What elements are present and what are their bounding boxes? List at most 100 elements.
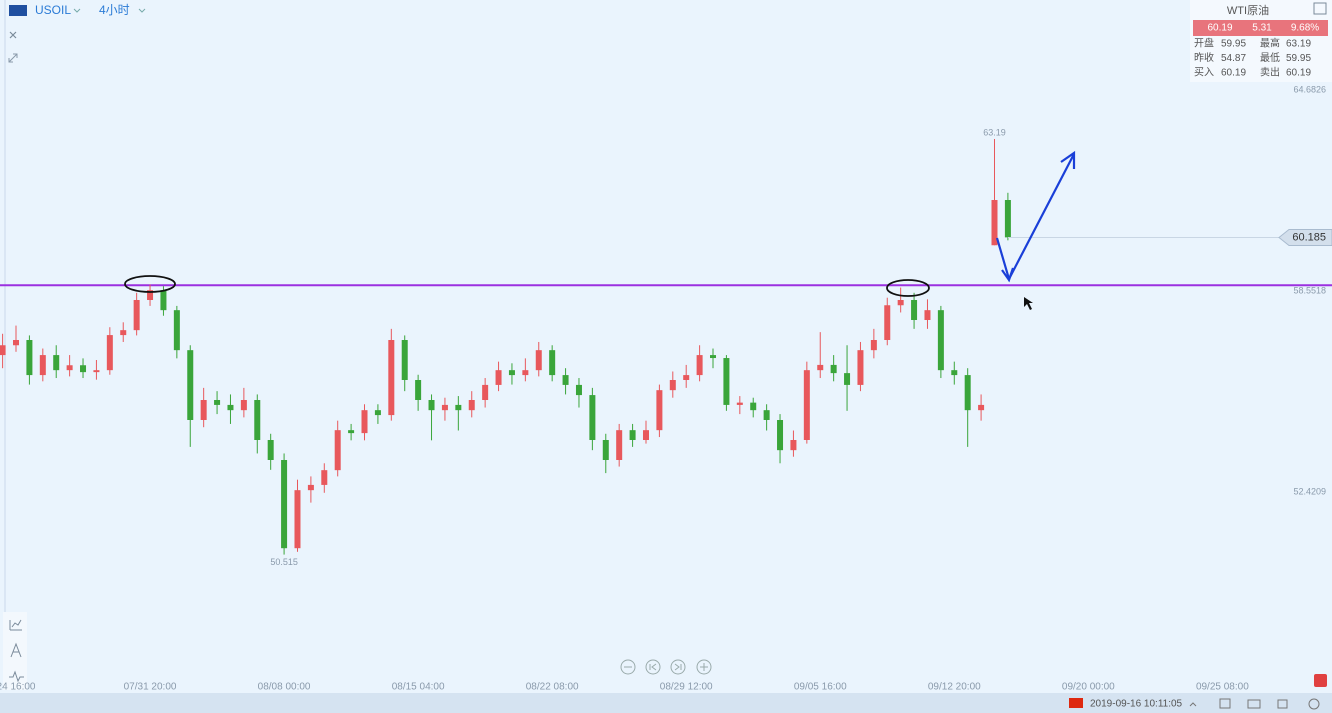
dropdown-arrow[interactable] (73, 8, 81, 13)
candle-body (924, 310, 931, 320)
x-tick-label: 09/20 00:00 (1062, 682, 1115, 693)
settings-icon[interactable] (1308, 698, 1320, 710)
x-tick-label: 09/25 08:00 (1196, 682, 1249, 693)
panel-toggle[interactable] (1313, 2, 1327, 15)
candle-body (468, 400, 475, 411)
candle-body (870, 340, 877, 351)
camera-icon[interactable] (1247, 699, 1261, 709)
quote-value: 60.19 (1286, 68, 1311, 79)
candle-body (884, 305, 891, 340)
symbol[interactable]: USOIL (35, 3, 71, 17)
scroll-left[interactable] (645, 659, 661, 675)
quote-label: 最高 (1260, 37, 1280, 50)
candle-body (642, 430, 649, 440)
low-label: 50.515 (270, 557, 298, 567)
expand-arrow[interactable] (1189, 702, 1197, 707)
candle-body (39, 355, 46, 376)
x-tick-label: 08/22 08:00 (526, 682, 579, 693)
quote-label: 最低 (1260, 51, 1280, 64)
candle-body (361, 410, 368, 434)
candle-body (723, 358, 730, 405)
quote-label: 卖出 (1260, 66, 1280, 79)
candle-body (817, 364, 824, 371)
candle-body (80, 365, 87, 373)
candle-body (897, 300, 904, 306)
x-tick-label: 07/31 20:00 (124, 682, 177, 693)
candle-body (120, 330, 127, 336)
highlight-ellipse (886, 279, 930, 297)
candle-body (428, 400, 435, 411)
x-tick-label: 24 16:00 (0, 682, 36, 693)
quote-change-pct: 9.68% (1291, 23, 1319, 34)
candle-body (857, 350, 864, 385)
quote-value: 63.19 (1286, 39, 1311, 50)
zoom-out[interactable] (620, 659, 636, 675)
expand-icon[interactable] (8, 53, 18, 63)
quote-panel (1190, 0, 1332, 82)
candle-body (964, 375, 971, 411)
scroll-right[interactable] (670, 659, 686, 675)
candle-body (415, 380, 422, 400)
indicator-tool[interactable] (9, 619, 22, 631)
candle-body (683, 375, 690, 380)
candle-body (267, 440, 274, 460)
candle-body (978, 404, 985, 411)
candle-body (508, 370, 515, 376)
zoom-in[interactable] (696, 659, 712, 675)
quote-bar (1193, 20, 1328, 36)
candle-body (388, 340, 395, 416)
candle-body (26, 340, 33, 376)
candle-body (830, 364, 837, 374)
wave-tool[interactable] (9, 670, 24, 683)
quote-label: 买入 (1194, 67, 1214, 79)
draw-tool[interactable] (10, 642, 22, 658)
symbol-icon (9, 5, 27, 16)
candle-body (66, 365, 73, 371)
close-icon[interactable] (9, 31, 17, 39)
candle-body (777, 420, 784, 451)
price-tag-label: 60.185 (1292, 231, 1326, 243)
cursor (1024, 297, 1033, 310)
timestamp: 2019-09-16 10:11:05 (1090, 699, 1183, 710)
candle-body (656, 390, 663, 431)
candle-body (495, 370, 502, 385)
candle-body (401, 340, 408, 380)
interval[interactable]: 4小时 (99, 3, 130, 17)
x-tick-label: 08/29 12:00 (660, 682, 713, 693)
candle-body (173, 310, 180, 351)
candle-body (951, 370, 958, 376)
candle-body (522, 370, 529, 376)
candle-body (455, 404, 462, 411)
y-tick-label: 58.5518 (1293, 285, 1326, 295)
x-tick-label: 08/08 00:00 (258, 682, 311, 693)
price-tag (1278, 229, 1332, 247)
x-tick-label: 09/05 16:00 (794, 682, 847, 693)
dropdown-arrow[interactable] (138, 8, 146, 13)
candle-body (160, 290, 167, 311)
quote-value: 59.95 (1286, 53, 1311, 64)
highlight-ellipse (124, 275, 176, 293)
status-bar (0, 693, 1332, 713)
y-tick-label: 52.4209 (1293, 486, 1326, 496)
candle-body (844, 373, 851, 385)
candle-body (200, 400, 207, 420)
candle-body (911, 300, 918, 320)
candle-body (53, 355, 60, 371)
candle-body (482, 384, 489, 400)
candle-body (133, 300, 140, 331)
quote-label: 昨收 (1194, 51, 1214, 64)
candle-body (616, 430, 623, 460)
candle-body (334, 430, 341, 471)
zoom-controls (620, 659, 712, 675)
candle-body (589, 395, 596, 440)
window-icon[interactable] (1219, 698, 1231, 709)
candle-body (294, 490, 301, 549)
candle-body (227, 404, 234, 411)
candle-body (240, 400, 247, 411)
mute-icon[interactable] (1277, 699, 1288, 709)
quote-value: 59.95 (1221, 39, 1246, 50)
candle-body (321, 470, 328, 485)
